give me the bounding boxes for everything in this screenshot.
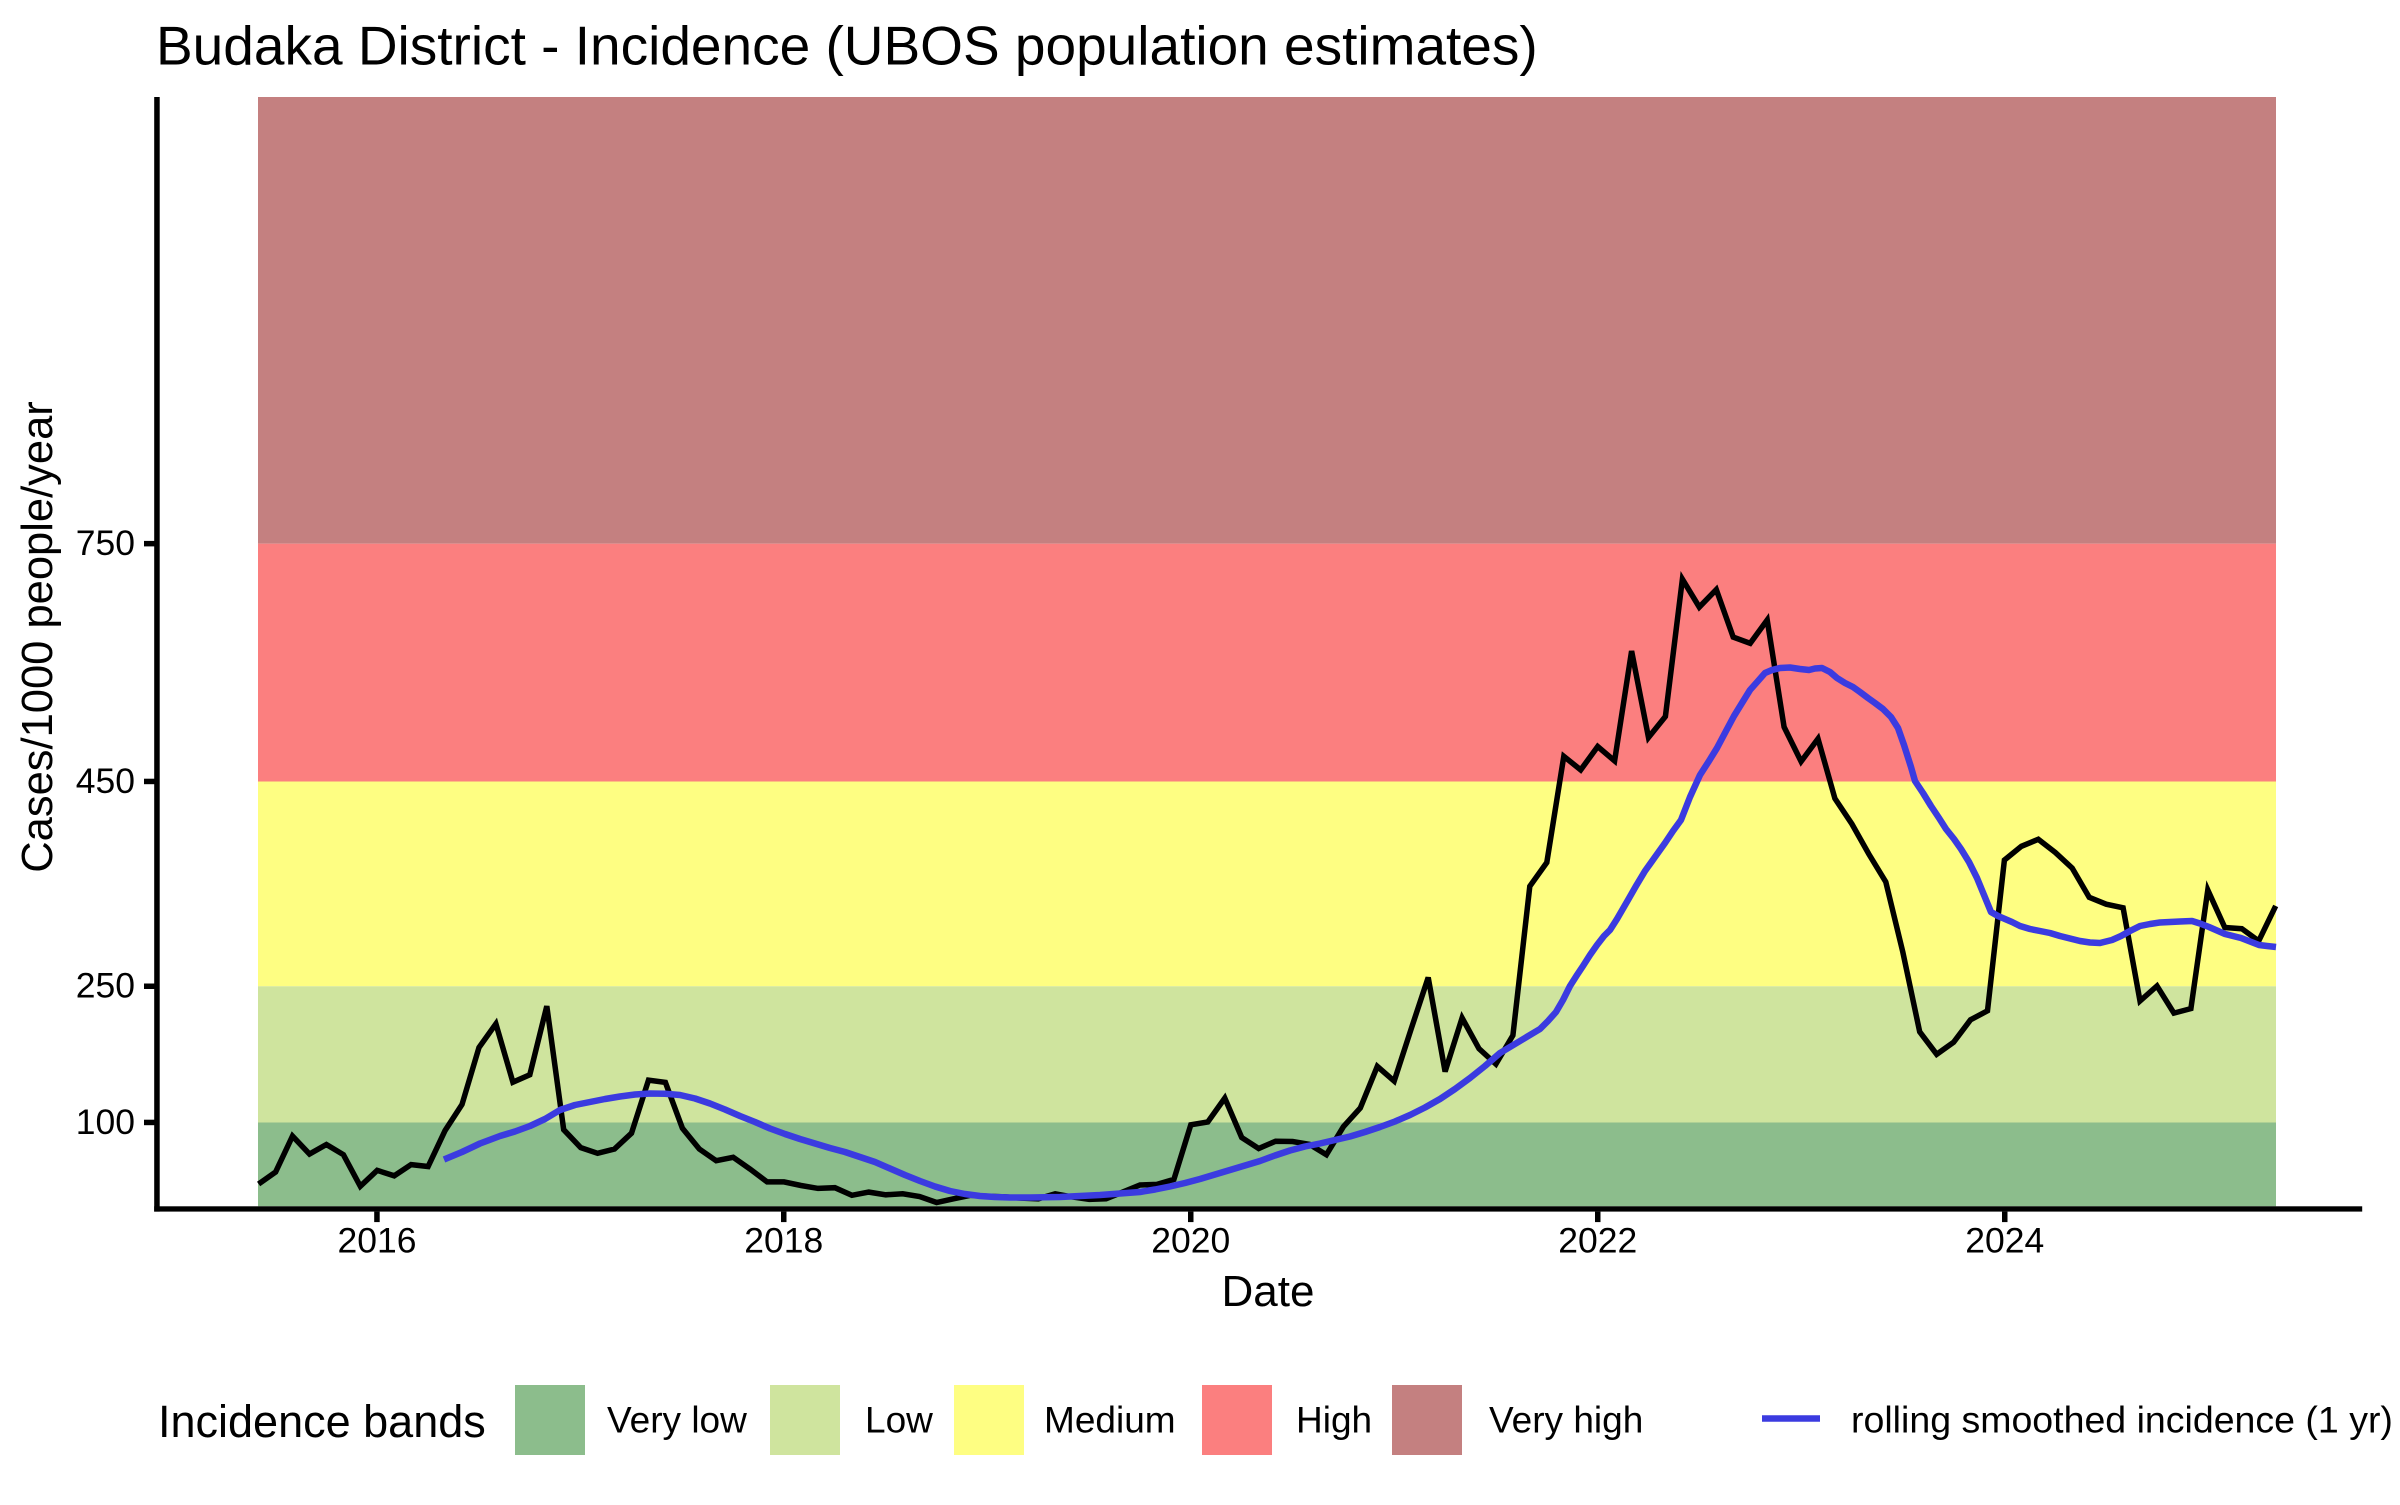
svg-text:Date: Date bbox=[1222, 1267, 1315, 1316]
svg-text:Incidence bands: Incidence bands bbox=[158, 1396, 486, 1447]
svg-text:2020: 2020 bbox=[1151, 1221, 1230, 1261]
svg-text:750: 750 bbox=[76, 523, 135, 563]
svg-text:High: High bbox=[1296, 1400, 1372, 1441]
svg-text:2016: 2016 bbox=[338, 1221, 417, 1261]
svg-text:450: 450 bbox=[76, 761, 135, 801]
svg-text:rolling smoothed incidence (1: rolling smoothed incidence (1 yr) bbox=[1851, 1399, 2393, 1441]
svg-text:2024: 2024 bbox=[1965, 1221, 2044, 1261]
svg-text:2018: 2018 bbox=[744, 1221, 823, 1261]
svg-text:Very high: Very high bbox=[1489, 1400, 1643, 1441]
svg-text:Low: Low bbox=[865, 1400, 933, 1441]
svg-text:Budaka District - Incidence (U: Budaka District - Incidence (UBOS popula… bbox=[156, 15, 1538, 77]
svg-text:100: 100 bbox=[76, 1102, 135, 1142]
svg-text:Medium: Medium bbox=[1044, 1400, 1176, 1441]
svg-text:Cases/1000 people/year: Cases/1000 people/year bbox=[14, 401, 62, 873]
svg-text:250: 250 bbox=[76, 966, 135, 1006]
svg-text:2022: 2022 bbox=[1558, 1221, 1637, 1261]
svg-text:Very low: Very low bbox=[607, 1400, 747, 1441]
